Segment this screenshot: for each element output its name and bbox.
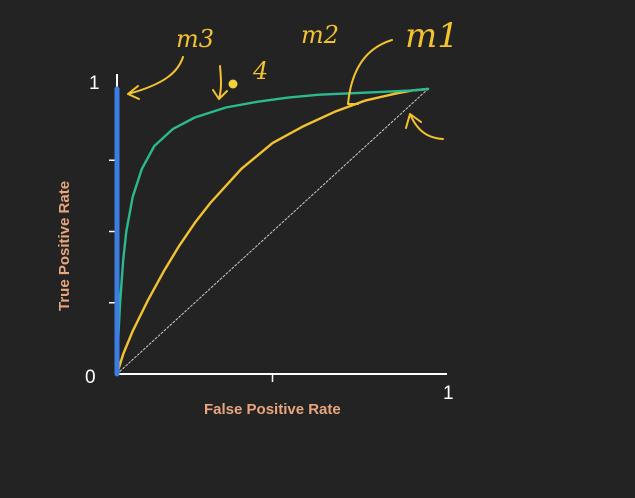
- annotation-m2: m2: [301, 21, 339, 49]
- x-axis-title: False Positive Rate: [204, 401, 341, 418]
- annotation-m2-arrow: [347, 39, 393, 105]
- origin-tick-label: 0: [85, 367, 96, 388]
- y-tick-label-top: 1: [89, 73, 100, 94]
- annotation-four: 4: [252, 57, 268, 85]
- series-line-green: [115, 87, 430, 376]
- annotation-arrow-down: [212, 65, 228, 100]
- annotation-dot: [228, 79, 238, 89]
- x-tick-label-right: 1: [443, 383, 454, 404]
- series-line-yellow: [115, 87, 430, 376]
- series-line-diagonal: [116, 88, 429, 375]
- handwritten-annotations: m3 4 m2 m1: [127, 16, 459, 140]
- annotation-m1-arrow: [405, 113, 444, 140]
- roc-curves: [114, 86, 430, 377]
- y-axis-title: True Positive Rate: [56, 181, 73, 311]
- annotation-m3-arrow: [127, 56, 184, 100]
- annotation-m3: m3: [176, 25, 214, 53]
- annotation-m1: m1: [405, 16, 459, 56]
